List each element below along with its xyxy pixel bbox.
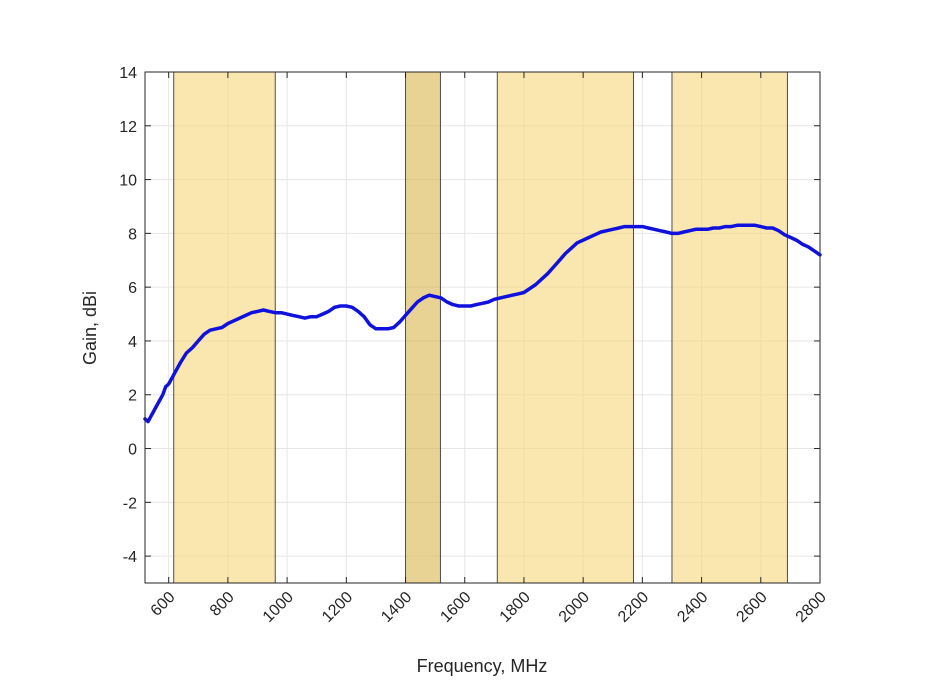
axes-box [144,71,821,584]
y-tick-label: -4 [123,549,137,566]
y-tick-label: 6 [128,280,137,297]
y-tick-label: 2 [128,388,137,405]
gain-line [143,223,822,424]
frequency-band [497,72,634,583]
y-tick-label: 4 [128,334,137,351]
y-tick-label: -2 [123,495,137,512]
x-axis-title: Frequency, MHz [417,656,548,676]
y-tick-label: 10 [119,173,137,190]
y-tick-label: 14 [119,65,137,82]
y-tick-label: 12 [119,119,137,136]
ticks [145,71,821,583]
frequency-band [671,72,788,583]
plot-area: 600 800 1000 1200 1400 1600 1800 2000 2200 2400 26… [119,65,830,626]
y-axis-title: Gain, dBi [80,291,100,365]
frequency-band [405,72,441,583]
y-tick-label: 0 [128,442,137,459]
series [143,223,822,424]
y-tick-label: 8 [128,226,137,243]
